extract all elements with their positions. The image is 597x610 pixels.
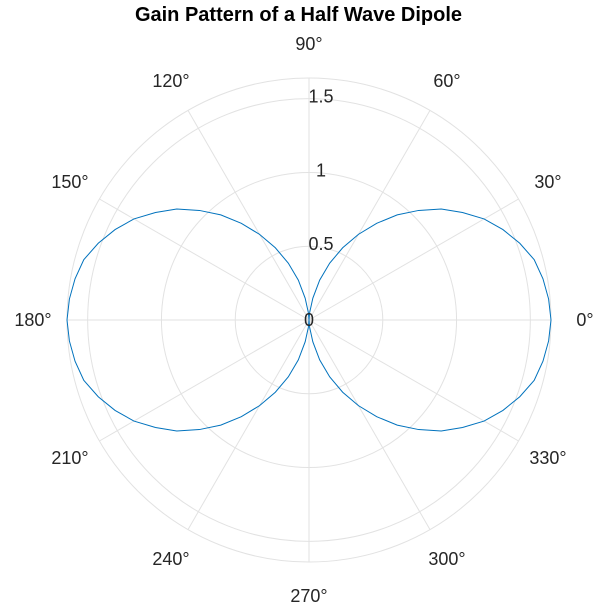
polar-grid xyxy=(66,77,552,563)
theta-tick-label: 210° xyxy=(51,448,88,468)
r-tick-label: 0 xyxy=(304,310,314,330)
angular-grid-line xyxy=(99,319,310,442)
series-line xyxy=(66,208,552,432)
r-tick-label: 1 xyxy=(316,160,326,180)
theta-tick-label: 30° xyxy=(534,172,561,192)
theta-tick-label: 90° xyxy=(295,34,322,54)
chart-title: Gain Pattern of a Half Wave Dipole xyxy=(134,4,463,26)
angular-grid-line xyxy=(308,319,431,530)
angular-grid-line xyxy=(187,319,310,530)
tick-labels: 0° 30° 60° 90° 120° 150° 180° 210° 240° 270° 300° 3… xyxy=(14,34,593,606)
angular-grid-line xyxy=(308,198,519,321)
angular-grid-line xyxy=(308,319,519,442)
theta-tick-label: 270° xyxy=(290,586,327,606)
theta-tick-label: 300° xyxy=(428,549,465,569)
angular-grid-line xyxy=(308,110,431,321)
theta-tick-label: 60° xyxy=(433,71,460,91)
angular-grid-line xyxy=(99,198,310,321)
theta-tick-label: 120° xyxy=(152,71,189,91)
theta-tick-label: 330° xyxy=(529,448,566,468)
theta-tick-label: 240° xyxy=(152,549,189,569)
theta-tick-label: 150° xyxy=(51,172,88,192)
angular-grid-line xyxy=(187,110,310,321)
theta-tick-label: 0° xyxy=(576,310,593,330)
theta-tick-label: 180° xyxy=(14,310,51,330)
r-tick-label: 0.5 xyxy=(308,234,333,254)
r-tick-label: 1.5 xyxy=(308,87,333,107)
series-layer xyxy=(66,208,552,432)
